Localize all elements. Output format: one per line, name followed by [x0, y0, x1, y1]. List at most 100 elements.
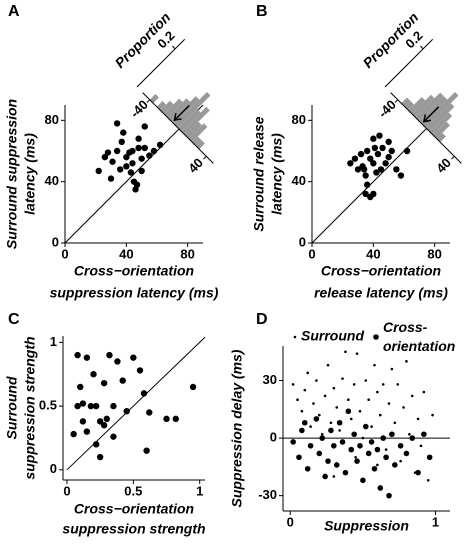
data-point: [376, 463, 379, 467]
data-point: [355, 352, 359, 355]
data-point: [347, 160, 354, 167]
data-point: [129, 147, 136, 155]
data-point: [364, 379, 368, 382]
data-point: [352, 383, 356, 386]
histogram-tick: [451, 155, 455, 160]
legend-label: Surround: [301, 328, 364, 344]
data-point: [77, 383, 84, 391]
data-point: [119, 377, 126, 384]
y-axis-label: latency (ms): [269, 133, 285, 215]
data-point: [370, 425, 373, 428]
data-point: [368, 439, 375, 445]
y-tick-label: 40: [292, 173, 306, 188]
data-point: [426, 479, 430, 482]
y-axis-label: suppression strength: [22, 336, 38, 479]
data-point: [296, 454, 302, 461]
data-point: [374, 446, 381, 453]
data-point: [389, 431, 395, 438]
data-point: [74, 402, 81, 410]
histogram-bar: [408, 96, 426, 114]
data-point: [393, 166, 400, 173]
data-point: [101, 153, 109, 161]
data-point: [319, 435, 326, 441]
histogram-bar: [163, 98, 183, 118]
data-point: [318, 413, 321, 417]
histogram-bar: [178, 108, 201, 132]
data-point: [189, 383, 197, 391]
histogram-bar: [422, 92, 459, 128]
data-point: [392, 462, 398, 468]
data-point: [342, 469, 349, 476]
data-point: [373, 169, 380, 176]
panel-letter: C: [8, 311, 20, 328]
histogram-bar: [426, 103, 455, 132]
data-point: [323, 394, 327, 398]
histogram-tick-label: -40: [375, 97, 399, 121]
histogram-bar: [195, 139, 205, 150]
data-point: [133, 181, 141, 188]
data-point: [331, 442, 337, 449]
data-point: [110, 433, 117, 440]
data-point: [329, 421, 333, 425]
data-point: [90, 371, 97, 378]
data-point: [344, 350, 347, 354]
data-point: [374, 150, 382, 158]
histogram-bar: [433, 121, 450, 139]
histogram-bar: [188, 123, 208, 143]
data-point: [397, 172, 405, 179]
data-point: [338, 429, 341, 432]
y-tick-label: 80: [292, 112, 306, 127]
data-point: [104, 149, 112, 156]
histogram-tick-label: -40: [127, 97, 151, 121]
data-point: [117, 166, 124, 173]
y-tick-label: 30: [263, 372, 277, 387]
data-point: [333, 462, 340, 468]
data-point: [123, 153, 130, 161]
data-point: [416, 417, 420, 421]
data-point: [364, 181, 371, 188]
data-point: [100, 422, 108, 429]
y-tick-label: 0: [52, 234, 59, 249]
data-point: [135, 135, 142, 142]
data-point: [341, 377, 344, 380]
histogram-tick: [394, 99, 399, 103]
x-tick-label: 40: [119, 246, 133, 261]
data-point: [422, 390, 426, 394]
panel-letter: D: [256, 311, 268, 328]
data-point: [403, 147, 411, 155]
data-point: [362, 423, 369, 430]
data-point: [354, 166, 362, 173]
y-axis-label: Suppression delay (ms): [229, 349, 245, 507]
y-tick-label: 40: [45, 173, 59, 188]
data-point: [129, 160, 136, 167]
data-point: [146, 409, 153, 416]
data-point: [380, 435, 387, 441]
data-point: [388, 147, 395, 155]
data-point: [79, 400, 87, 407]
data-point: [146, 152, 153, 159]
x-tick-label: 80: [427, 246, 441, 261]
data-point: [403, 450, 410, 457]
histogram-axis: [142, 92, 214, 164]
histogram-tick-label: 40: [433, 155, 454, 176]
data-point: [349, 417, 353, 421]
median-arrow: [173, 104, 190, 122]
data-point: [138, 167, 145, 175]
data-point: [120, 129, 127, 136]
data-point: [370, 135, 377, 142]
data-point: [136, 367, 144, 374]
data-point: [390, 367, 394, 371]
histogram-axis: [390, 92, 462, 164]
data-point: [301, 419, 308, 426]
data-point: [361, 436, 365, 440]
data-point: [360, 166, 368, 173]
data-point: [377, 166, 385, 173]
data-point: [138, 155, 145, 162]
data-point: [426, 454, 433, 461]
data-point: [397, 442, 404, 449]
histogram-bar: [411, 94, 435, 118]
histogram-bar: [156, 101, 167, 111]
histogram-bar: [149, 93, 159, 104]
